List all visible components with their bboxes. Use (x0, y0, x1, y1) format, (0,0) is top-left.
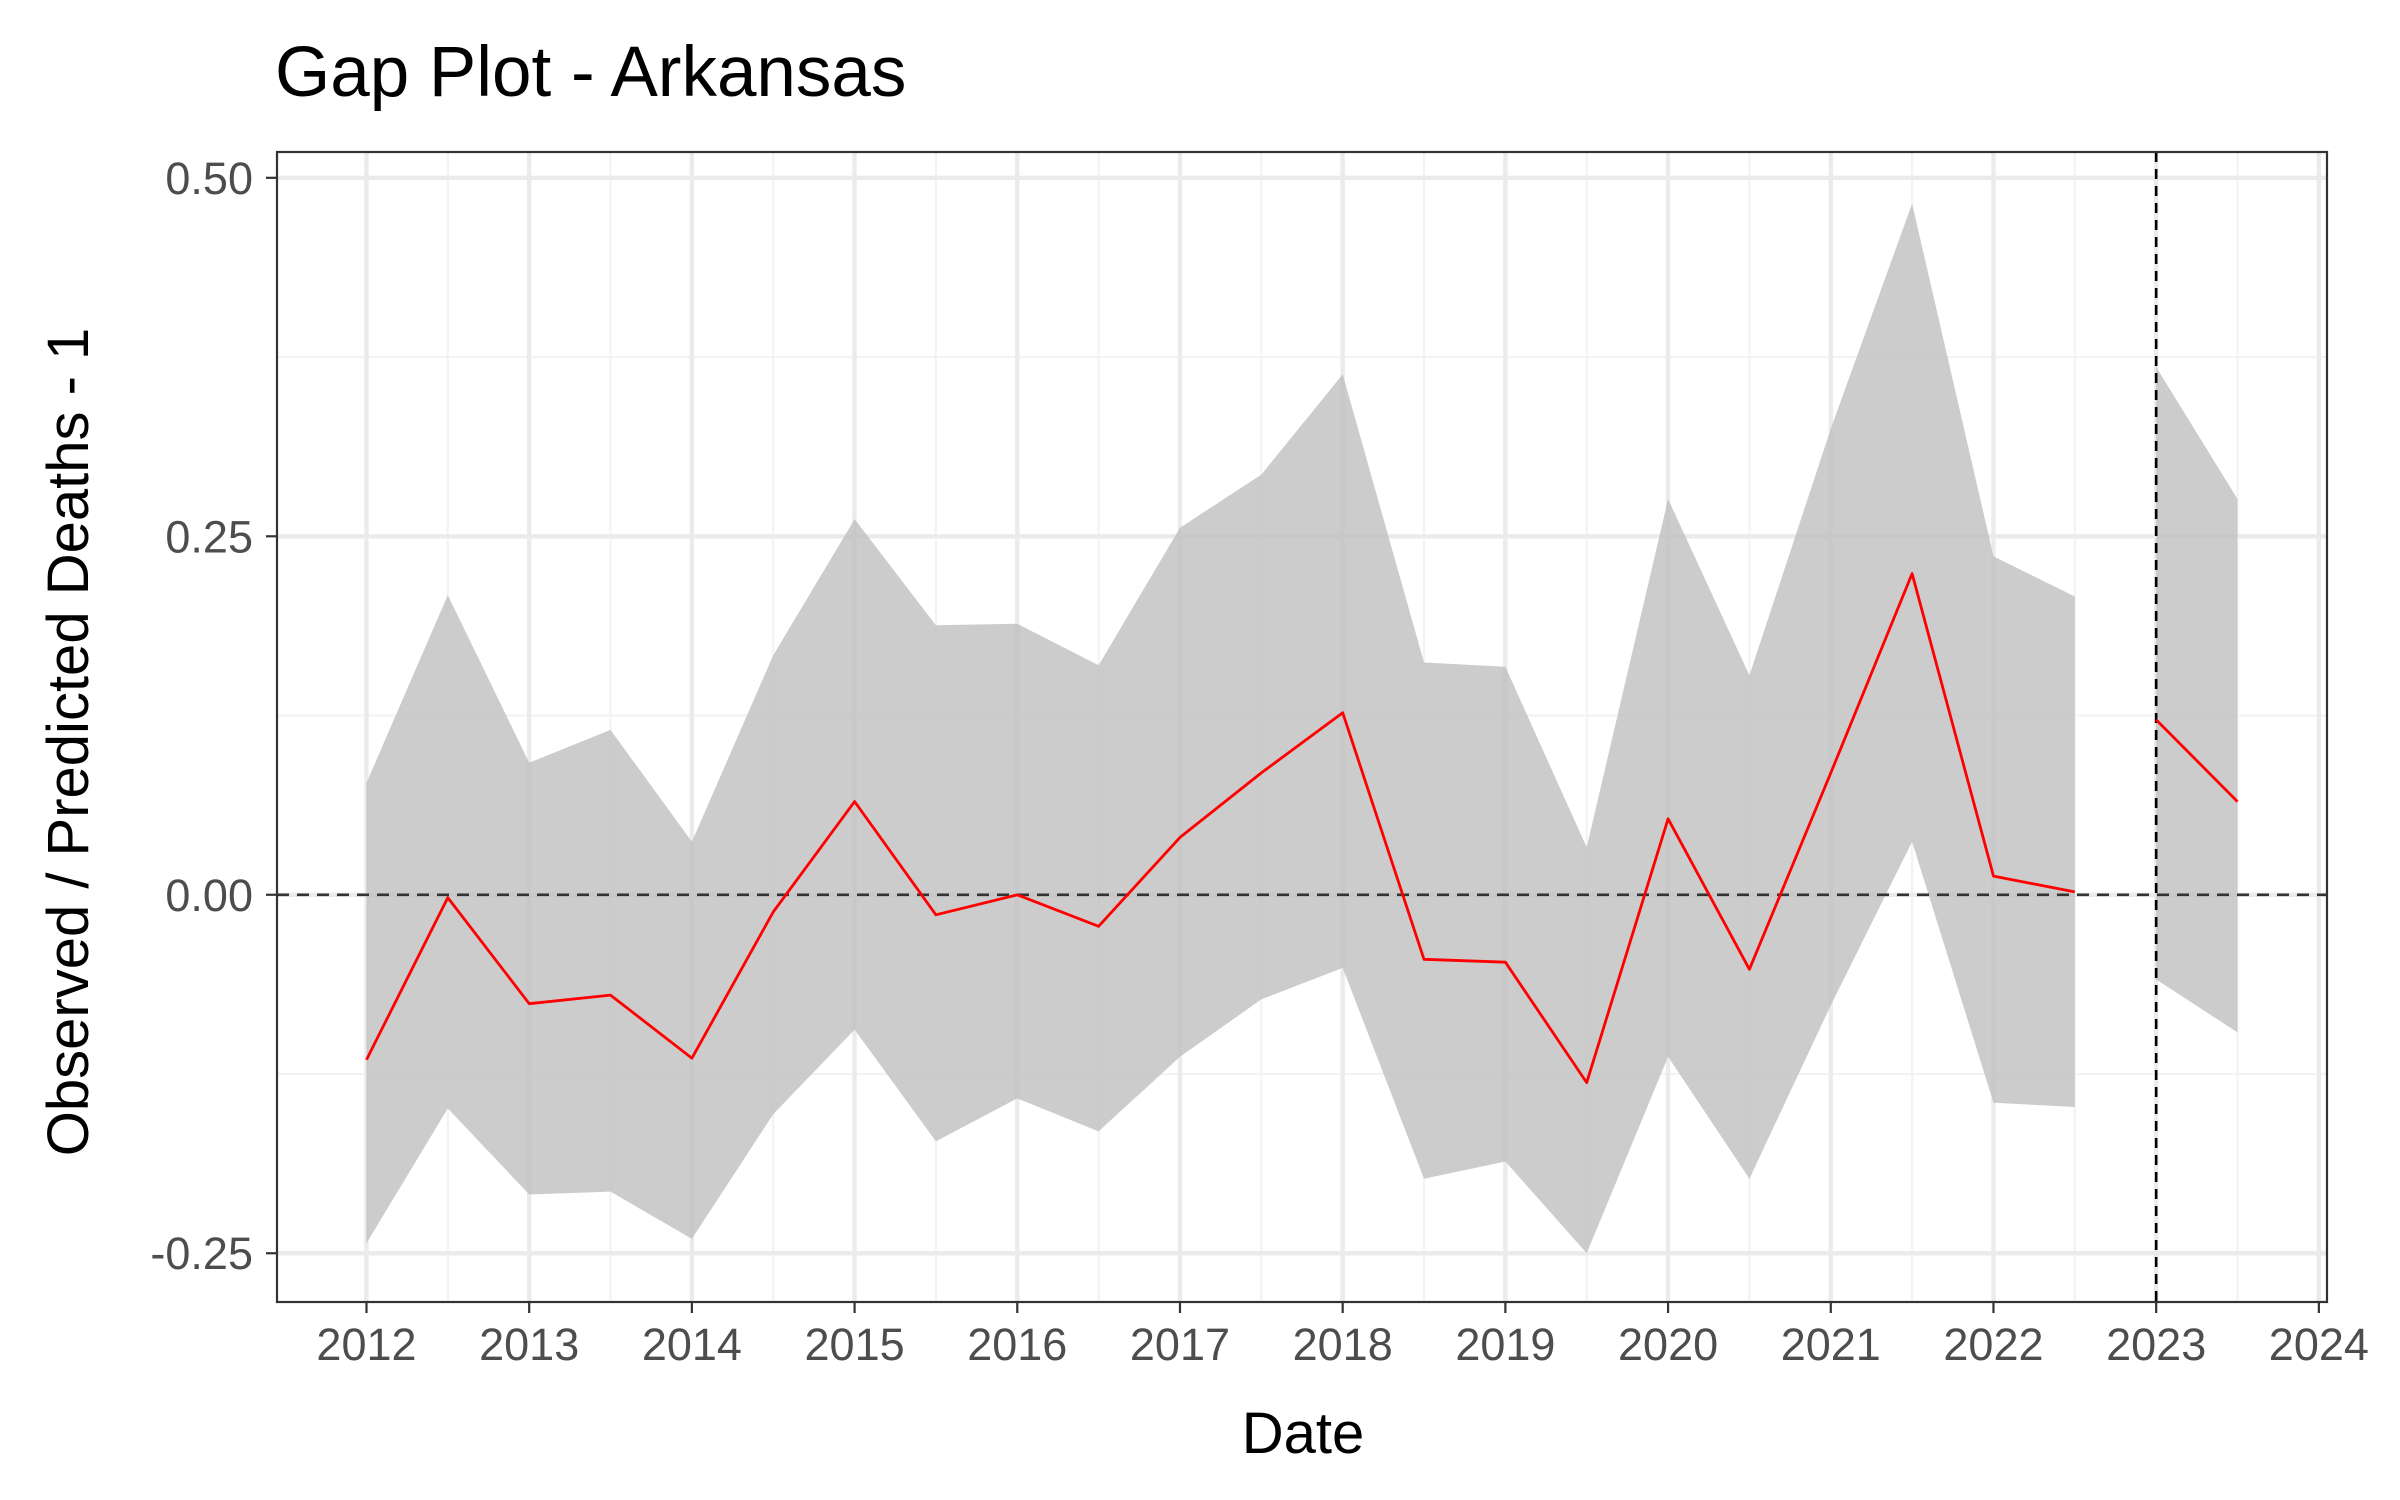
x-tick-label: 2014 (642, 1319, 742, 1370)
x-tick-label: 2017 (1130, 1319, 1230, 1370)
x-tick-label: 2013 (479, 1319, 579, 1370)
y-tick-label: 0.00 (165, 870, 253, 921)
x-tick-label: 2012 (316, 1319, 416, 1370)
x-axis-title: Date (1242, 1401, 1365, 1466)
x-tick-label: 2016 (967, 1319, 1067, 1370)
x-tick-label: 2022 (1943, 1319, 2043, 1370)
x-tick-label: 2019 (1455, 1319, 1555, 1370)
x-tick-label: 2024 (2269, 1319, 2369, 1370)
x-tick-label: 2021 (1781, 1319, 1881, 1370)
panel-border (275, 150, 2329, 1304)
y-tick-label: -0.25 (150, 1228, 253, 1279)
x-tick-label: 2015 (805, 1319, 905, 1370)
confidence-band-2 (2156, 367, 2238, 1033)
y-tick-label: 0.25 (165, 511, 253, 562)
confidence-band-1 (366, 203, 2075, 1254)
plot-area: 2012 2013 2014 2015 2016 2017 2018 2019 2020 2021… (150, 150, 2369, 1370)
y-axis-title: Observed / Predicted Deaths - 1 (36, 328, 101, 1157)
x-tick-label: 2023 (2106, 1319, 2206, 1370)
gap-line-series-2 (2155, 718, 2239, 803)
x-tick-label: 2018 (1293, 1319, 1393, 1370)
x-tick-label: 2020 (1618, 1319, 1718, 1370)
gap-line-series-1 (365, 572, 2076, 1084)
y-tick-label: 0.50 (165, 153, 253, 204)
chart-title: Gap Plot - Arkansas (275, 33, 906, 112)
